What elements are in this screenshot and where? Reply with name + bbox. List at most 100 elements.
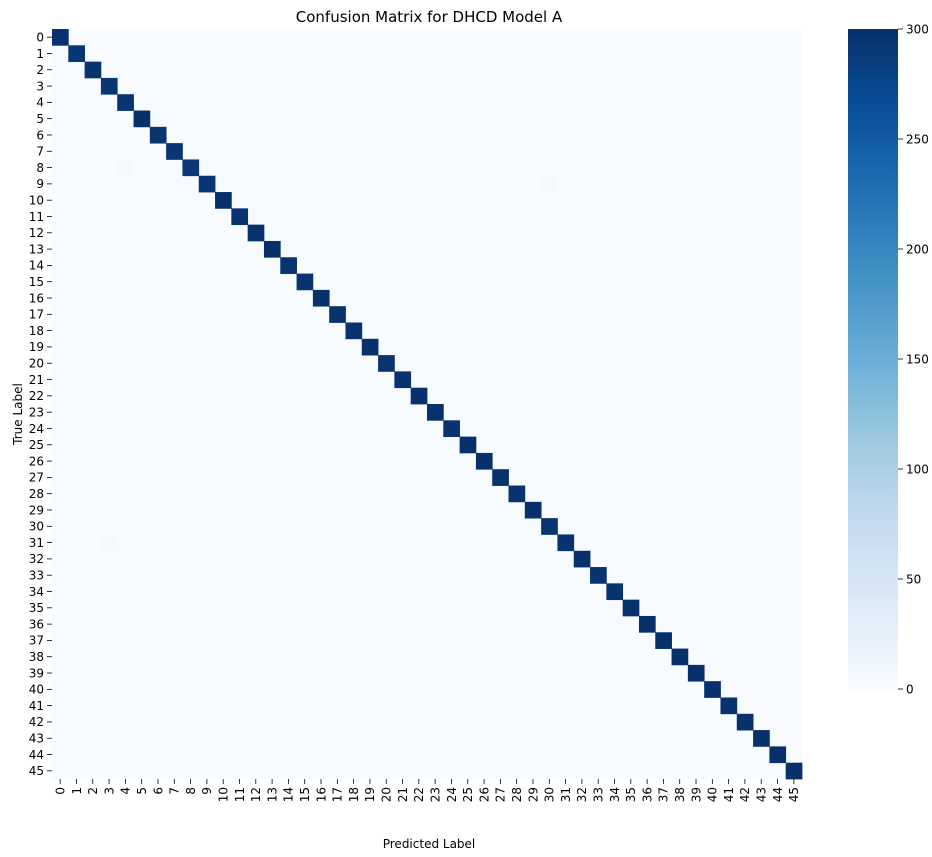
x-tick-label: 28 [510, 787, 524, 802]
y-tick-label: 34 [29, 585, 44, 599]
colorbar-tick-label: 50 [906, 572, 921, 586]
heatmap-cell [166, 175, 183, 193]
heatmap-cell [410, 387, 428, 405]
x-tick-label: 4 [119, 787, 133, 795]
heatmap-cell [443, 371, 461, 389]
heatmap-cell [100, 534, 118, 552]
heatmap-cell [345, 697, 363, 715]
colorbar-gradient [848, 29, 898, 689]
heatmap-cell [622, 599, 640, 617]
colorbar-tick-label: 300 [906, 22, 929, 36]
heatmap-cell [492, 469, 509, 486]
heatmap-cell [296, 273, 314, 291]
colorbar-tick-label: 250 [906, 132, 929, 146]
x-axis-label: Predicted Label [383, 837, 476, 851]
y-tick-label: 33 [29, 568, 44, 582]
heatmap-cell [720, 697, 738, 715]
x-tick-label: 2 [86, 787, 100, 795]
x-tick-label: 33 [592, 787, 606, 802]
y-tick-label: 8 [36, 161, 44, 175]
x-tick-label: 15 [298, 787, 312, 802]
heatmap-cell [52, 29, 69, 46]
heatmap-cell [296, 599, 314, 617]
heatmap-cell [84, 355, 102, 372]
heatmap-cell [84, 436, 102, 454]
y-tick-label: 21 [29, 373, 44, 387]
y-tick-label: 36 [29, 617, 44, 631]
y-tick-label: 6 [36, 128, 44, 142]
heatmap-cell [378, 355, 395, 372]
y-tick-label: 12 [29, 226, 44, 240]
heatmap-cell [573, 550, 591, 568]
colorbar: 0 50 100 150 200 250 300 [848, 22, 929, 696]
heatmap-cell [198, 175, 216, 193]
y-tick-label: 11 [29, 210, 44, 224]
heatmap-cell [231, 485, 249, 503]
y-tick-label: 35 [29, 601, 44, 615]
x-tick-label: 45 [787, 787, 801, 802]
heatmap-cell [68, 45, 86, 63]
y-tick-label: 9 [36, 177, 44, 191]
heatmap-cell [280, 257, 297, 274]
x-tick-label: 31 [559, 787, 573, 802]
x-tick-label: 41 [722, 787, 736, 802]
x-tick-label: 8 [184, 787, 198, 795]
y-tick-label: 31 [29, 536, 44, 550]
x-tick-label: 37 [657, 787, 671, 802]
y-tick-label: 27 [29, 471, 44, 485]
y-tick-label: 26 [29, 454, 44, 468]
y-tick-label: 28 [29, 487, 44, 501]
heatmap-cell [329, 550, 346, 568]
heatmap-cell [638, 615, 656, 633]
heatmap-cell [117, 94, 134, 111]
heatmap-cell [394, 371, 412, 389]
x-tick-label: 25 [461, 787, 475, 802]
x-tick-label: 21 [396, 787, 410, 802]
heatmap-cell [606, 485, 624, 503]
x-tick-label: 13 [265, 787, 279, 802]
y-tick-label: 13 [29, 242, 44, 256]
x-axis-ticks: 0 1 2 3 4 5 6 7 8 9 10 11 12 13 14 15 16 17 18 19 20 21 22 23 24… [53, 779, 801, 802]
y-tick-label: 24 [29, 422, 44, 436]
heatmap-cell [117, 159, 134, 177]
x-tick-label: 5 [135, 787, 149, 795]
colorbar-tick-label: 0 [906, 682, 914, 696]
heatmap-cell [100, 159, 118, 177]
y-tick-label: 16 [29, 291, 44, 305]
x-tick-label: 39 [689, 787, 703, 802]
x-tick-label: 9 [200, 787, 214, 795]
y-tick-label: 43 [29, 732, 44, 746]
y-tick-label: 44 [29, 748, 44, 762]
heatmap-cell [231, 355, 249, 372]
x-tick-label: 17 [331, 787, 345, 802]
heatmap-cell [182, 159, 200, 177]
heatmap-cell [166, 452, 183, 470]
x-tick-label: 18 [347, 787, 361, 802]
y-tick-label: 0 [36, 30, 44, 44]
y-tick-label: 30 [29, 520, 44, 534]
heatmap-cell [736, 713, 754, 731]
x-tick-label: 1 [70, 787, 84, 795]
heatmap-cell [736, 567, 754, 584]
x-tick-label: 7 [168, 787, 182, 795]
heatmap-cell [508, 485, 526, 503]
heatmap-cell [655, 632, 672, 649]
heatmap-cell [133, 110, 151, 128]
heatmap-cell [166, 306, 183, 323]
y-tick-label: 37 [29, 634, 44, 648]
heatmap-cell [378, 257, 395, 274]
x-tick-label: 30 [543, 787, 557, 802]
heatmap-cell [247, 224, 265, 242]
heatmap-cell [312, 289, 330, 307]
y-tick-label: 14 [29, 259, 44, 273]
heatmap-cell [410, 485, 428, 503]
x-tick-label: 34 [608, 787, 622, 802]
heatmap-cell [606, 583, 624, 601]
heatmap-cell [280, 469, 297, 486]
x-tick-label: 12 [249, 787, 263, 802]
heatmap-cell [231, 338, 249, 356]
y-tick-label: 4 [36, 96, 44, 110]
heatmap-cell [345, 45, 363, 63]
x-tick-label: 24 [445, 787, 459, 802]
heatmap-cell [247, 550, 265, 568]
